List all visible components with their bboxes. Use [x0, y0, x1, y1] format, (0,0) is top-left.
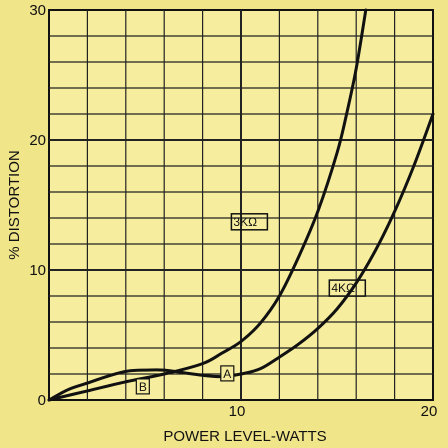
curve-marker-box — [220, 365, 235, 382]
y-axis-title: % DISTORTION — [6, 150, 23, 259]
y-tick-label: 10 — [29, 262, 46, 279]
curve-marker-label: A — [223, 367, 231, 381]
y-tick-label: 0 — [38, 392, 46, 409]
x-axis-title: POWER LEVEL-WATTS — [163, 428, 326, 445]
series-line-2 — [47, 112, 435, 402]
y-tick-label: 30 — [29, 2, 46, 19]
x-tick-label: 20 — [421, 403, 438, 420]
x-tick-label: 10 — [229, 403, 246, 420]
y-tick-label: 20 — [29, 132, 46, 149]
curve-marker-label: B — [139, 380, 147, 394]
series-name-label: 3KΩ — [233, 215, 257, 229]
series-name-label: 4KΩ — [331, 281, 355, 295]
series-name-box — [230, 213, 269, 231]
curve-marker-box — [135, 378, 150, 395]
curve-labels: 3KΩ A 4KΩ B — [135, 213, 367, 395]
tick-labels: 0 10 20 30 10 20 — [29, 2, 437, 420]
series-name-box — [328, 279, 367, 297]
